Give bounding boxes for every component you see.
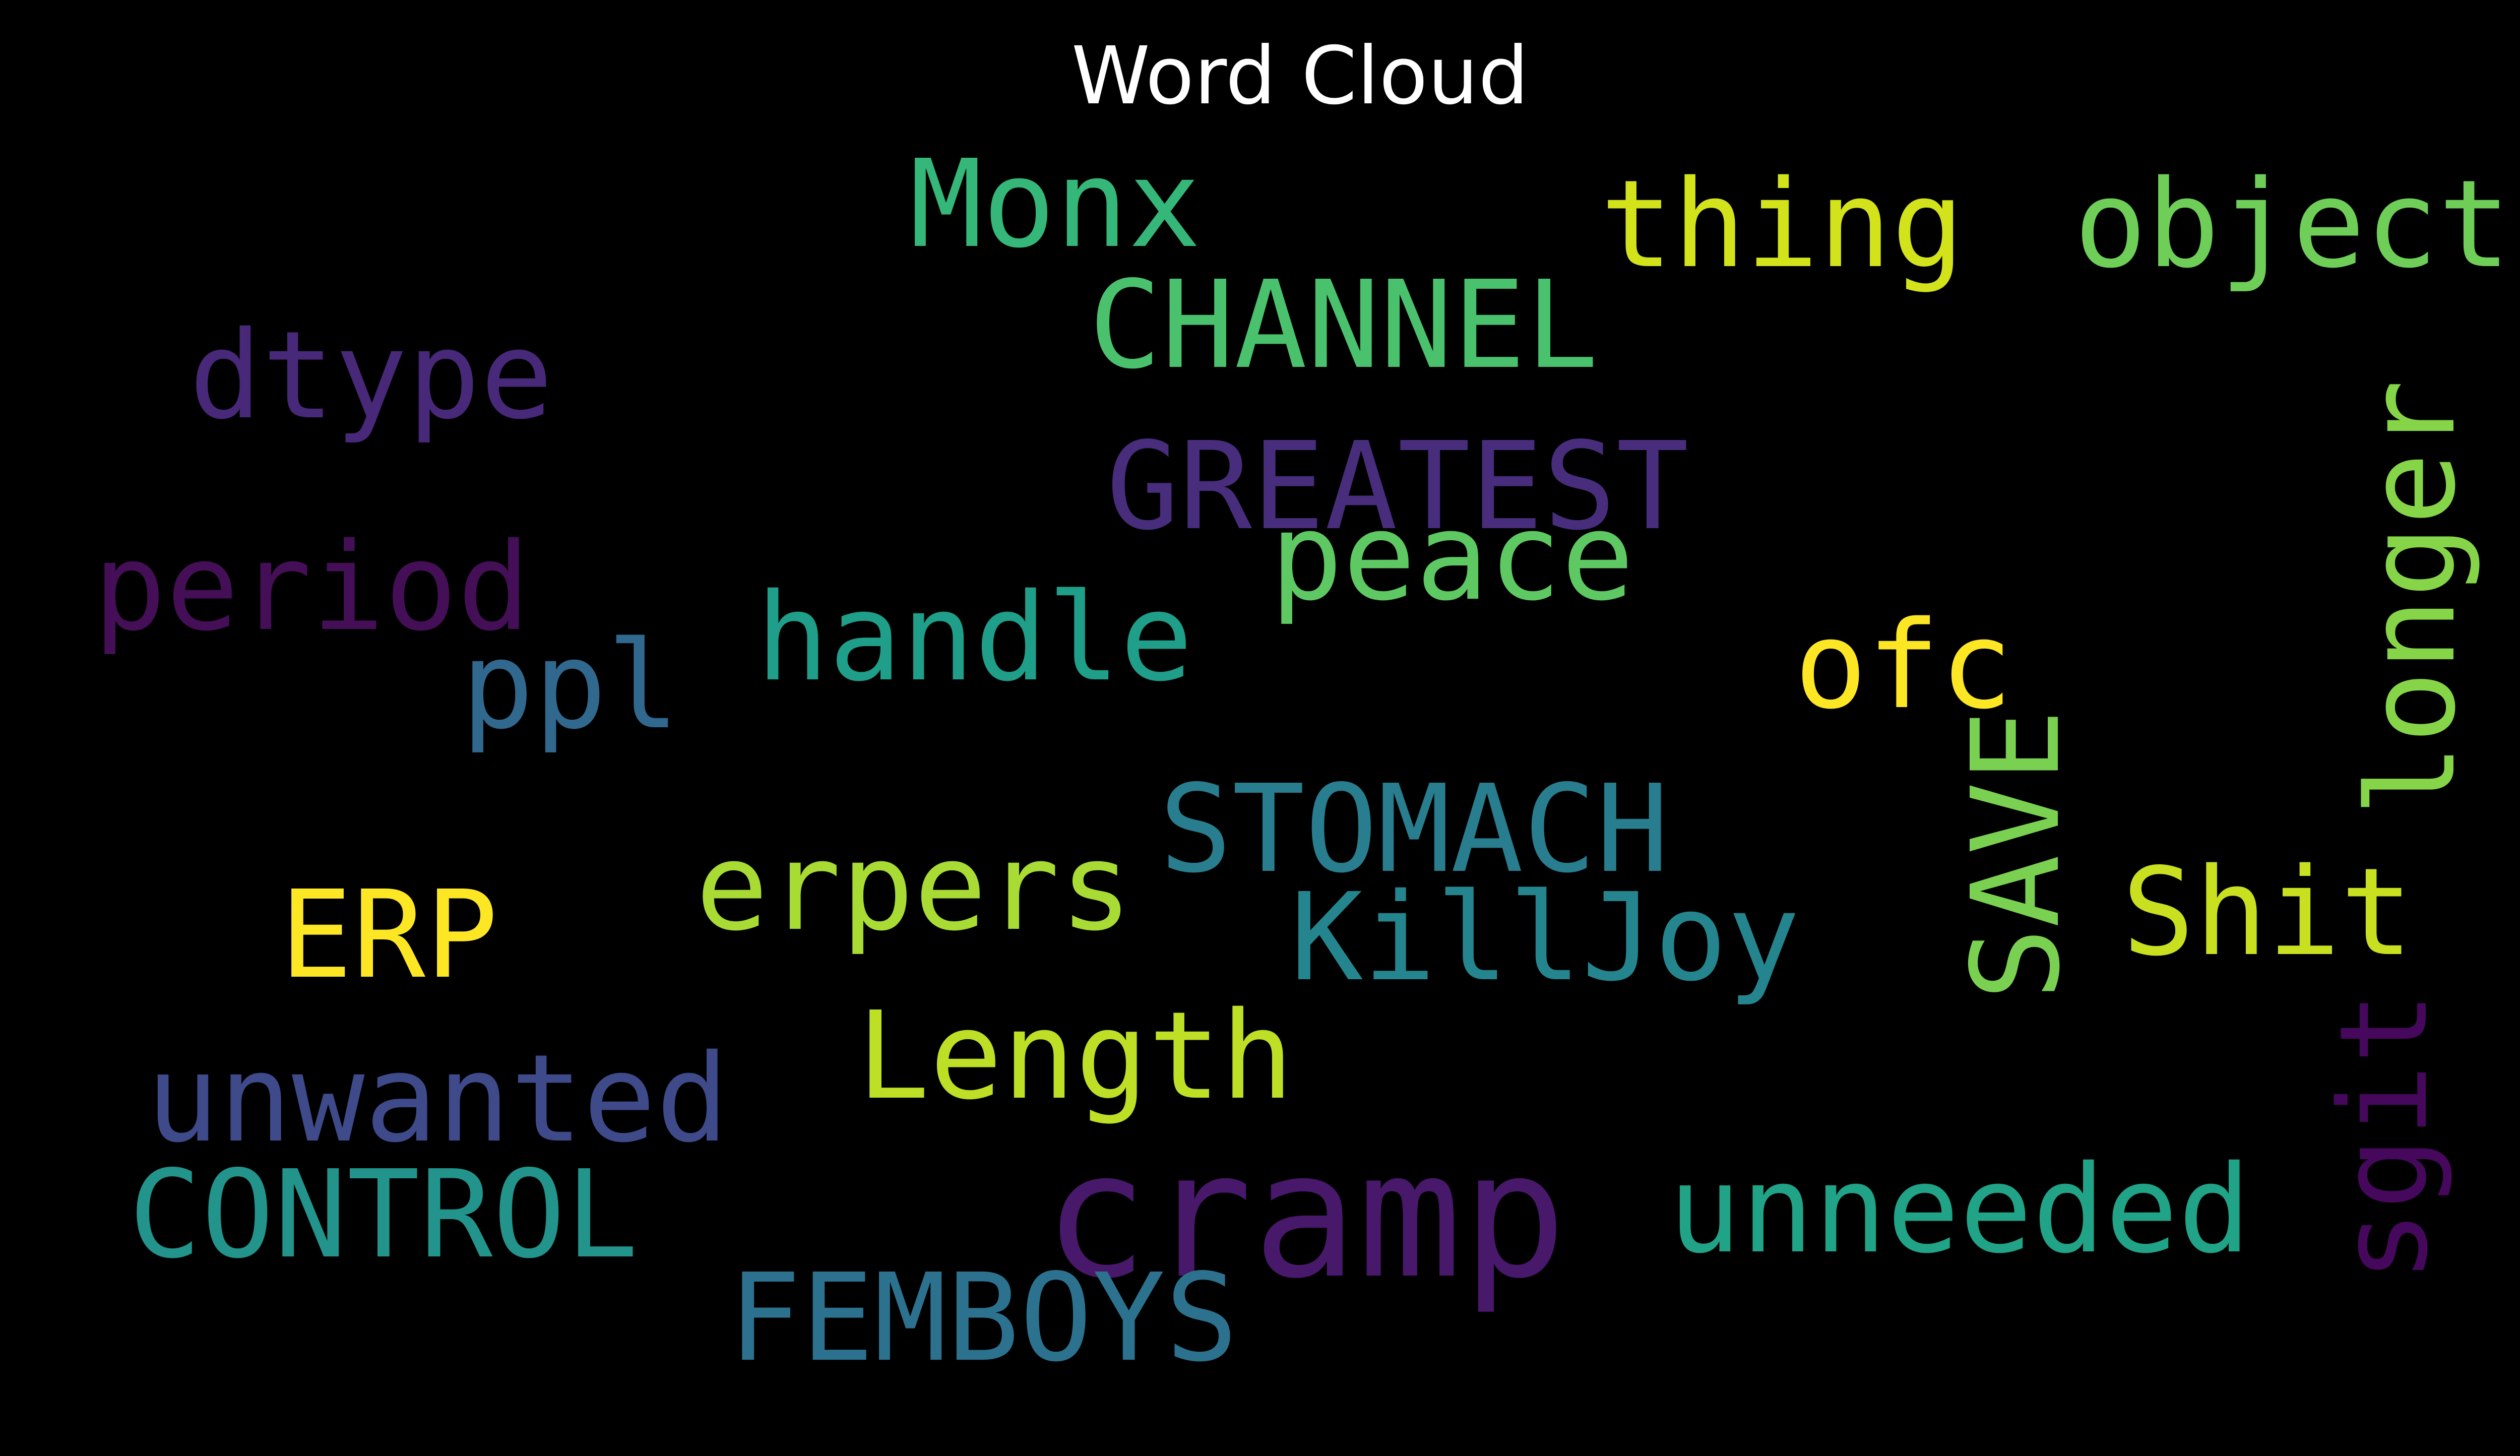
word-erpers: erpers: [696, 816, 1132, 958]
word-handle: handle: [756, 567, 1193, 708]
word-object: object: [2074, 154, 2511, 295]
word-shit: Shit: [2122, 842, 2413, 983]
word-killjoy: KillJoy: [1290, 867, 1800, 1008]
chart-title: Word Cloud: [1071, 30, 1529, 122]
word-period: period: [93, 517, 530, 658]
word-control: CONTROL: [129, 1144, 639, 1285]
word-length: Length: [857, 985, 1294, 1126]
word-monx: Monx: [910, 134, 1201, 275]
word-sgit: sgit: [2313, 991, 2454, 1283]
word-greatest: GREATEST: [1106, 416, 1689, 557]
word-channel: CHANNEL: [1089, 255, 1599, 396]
word-unneeded: unneeded: [1668, 1139, 2251, 1280]
word-erp: ERP: [280, 864, 498, 1005]
word-femboys: FEMBOYS: [728, 1247, 1238, 1388]
word-longer: longer: [2341, 379, 2482, 816]
word-save: SAVE: [1945, 709, 2087, 1000]
word-cramp: cramp: [1043, 1115, 1567, 1317]
word-unwanted: unwanted: [146, 1028, 729, 1169]
word-peace: peace: [1270, 486, 1634, 627]
word-dtype: dtype: [189, 305, 553, 446]
word-thing: thing: [1600, 154, 1965, 295]
word-ppl: ppl: [461, 615, 680, 756]
word-stomach: STOMACH: [1159, 758, 1669, 900]
word-ofc: ofc: [1794, 595, 2013, 736]
